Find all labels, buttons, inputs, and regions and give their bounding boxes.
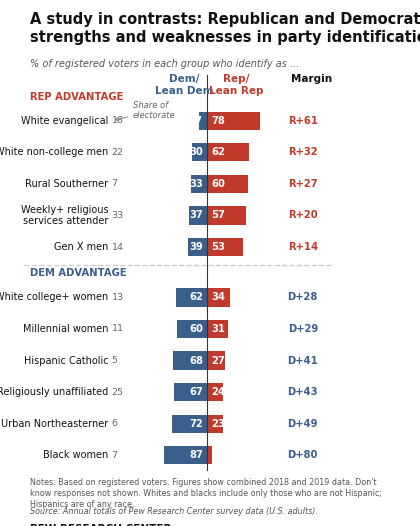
Bar — [207, 288, 230, 307]
Bar — [207, 383, 223, 401]
Text: 57: 57 — [211, 210, 225, 220]
Text: 23: 23 — [211, 419, 225, 429]
Text: Gen X men: Gen X men — [54, 242, 108, 252]
Text: D+49: D+49 — [287, 419, 318, 429]
Bar — [188, 238, 207, 256]
Text: R+20: R+20 — [288, 210, 318, 220]
Text: 33: 33 — [189, 179, 203, 189]
Text: 33: 33 — [112, 211, 124, 220]
Bar — [189, 206, 207, 225]
Bar — [177, 320, 207, 338]
Text: R+14: R+14 — [288, 242, 318, 252]
Bar — [171, 414, 207, 433]
Text: Rep/
Lean Rep: Rep/ Lean Rep — [209, 74, 263, 96]
Text: 27: 27 — [211, 356, 225, 366]
Bar — [207, 414, 223, 433]
Bar — [164, 446, 207, 464]
Text: 53: 53 — [211, 242, 225, 252]
Text: 13: 13 — [112, 293, 123, 302]
Text: Share of
electorate: Share of electorate — [115, 101, 176, 120]
Text: 60: 60 — [211, 179, 225, 189]
Text: 34: 34 — [211, 292, 225, 302]
Text: 22: 22 — [112, 148, 123, 157]
Text: 62: 62 — [211, 147, 225, 157]
Text: Millennial women: Millennial women — [23, 324, 108, 334]
Text: D+41: D+41 — [287, 356, 318, 366]
Text: 87: 87 — [189, 450, 203, 460]
Text: A study in contrasts: Republican and Democratic
strengths and weaknesses in part: A study in contrasts: Republican and Dem… — [30, 12, 420, 45]
Text: 68: 68 — [189, 356, 203, 366]
Text: 60: 60 — [189, 324, 203, 334]
Text: White college+ women: White college+ women — [0, 292, 108, 302]
Bar — [199, 112, 207, 130]
Bar — [173, 351, 207, 370]
Text: 17: 17 — [189, 116, 203, 126]
Text: 67: 67 — [189, 387, 203, 397]
Text: 39: 39 — [189, 242, 203, 252]
Bar — [207, 175, 248, 193]
Text: Weekly+ religious
services attender: Weekly+ religious services attender — [21, 205, 108, 226]
Text: 11: 11 — [112, 325, 123, 333]
Bar — [207, 206, 246, 225]
Text: 7: 7 — [112, 179, 118, 188]
Text: 7: 7 — [112, 451, 118, 460]
Bar — [191, 175, 207, 193]
Text: 5: 5 — [112, 356, 118, 365]
Text: R+27: R+27 — [288, 179, 318, 189]
Text: White non-college men: White non-college men — [0, 147, 108, 157]
Text: Source: Annual totals of Pew Research Center survey data (U.S. adults).: Source: Annual totals of Pew Research Ce… — [30, 507, 318, 516]
Text: White evangelical: White evangelical — [21, 116, 108, 126]
Text: D+28: D+28 — [288, 292, 318, 302]
Text: 6: 6 — [112, 419, 118, 428]
Text: 72: 72 — [189, 419, 203, 429]
Bar — [207, 446, 212, 464]
Text: R+61: R+61 — [288, 116, 318, 126]
Text: 14: 14 — [112, 242, 123, 251]
Text: 7: 7 — [211, 450, 218, 460]
Text: Dem/
Lean Dem: Dem/ Lean Dem — [155, 74, 213, 96]
Bar — [207, 320, 228, 338]
Text: 31: 31 — [211, 324, 225, 334]
Bar — [207, 238, 243, 256]
Text: 25: 25 — [112, 388, 123, 397]
Text: 37: 37 — [189, 210, 203, 220]
Text: Rural Southerner: Rural Southerner — [25, 179, 108, 189]
Bar — [192, 143, 207, 161]
Text: % of registered voters in each group who identify as ...: % of registered voters in each group who… — [30, 59, 299, 69]
Text: 62: 62 — [189, 292, 203, 302]
Text: D+29: D+29 — [288, 324, 318, 334]
Text: 30: 30 — [189, 147, 203, 157]
Text: 24: 24 — [211, 387, 225, 397]
Text: 18: 18 — [112, 116, 123, 125]
Bar — [207, 143, 249, 161]
Text: DEM ADVANTAGE: DEM ADVANTAGE — [30, 268, 126, 278]
Bar — [207, 112, 260, 130]
Text: Religiously unaffiliated: Religiously unaffiliated — [0, 387, 108, 397]
Text: Urban Northeasterner: Urban Northeasterner — [1, 419, 108, 429]
Text: D+43: D+43 — [287, 387, 318, 397]
Bar — [207, 351, 225, 370]
Bar — [176, 288, 207, 307]
Text: R+32: R+32 — [288, 147, 318, 157]
Text: Hispanic Catholic: Hispanic Catholic — [24, 356, 108, 366]
Text: D+80: D+80 — [288, 450, 318, 460]
Bar — [174, 383, 207, 401]
Text: PEW RESEARCH CENTER: PEW RESEARCH CENTER — [30, 523, 171, 526]
Text: REP ADVANTAGE: REP ADVANTAGE — [30, 92, 123, 102]
Text: Margin: Margin — [291, 74, 332, 84]
Text: Notes: Based on registered voters. Figures show combined 2018 and 2019 data. Don: Notes: Based on registered voters. Figur… — [30, 478, 382, 509]
Text: 78: 78 — [211, 116, 225, 126]
Text: Black women: Black women — [43, 450, 108, 460]
